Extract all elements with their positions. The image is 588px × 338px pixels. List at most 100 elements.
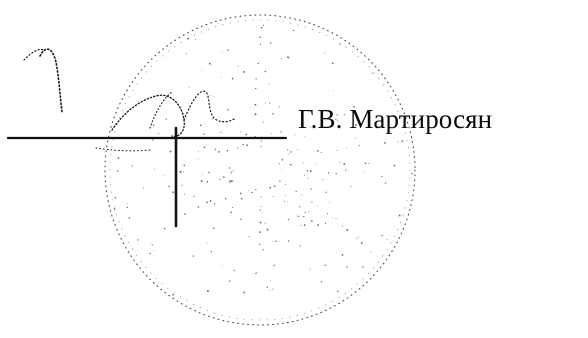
seal-speckle	[307, 177, 309, 179]
seal-speckle	[240, 198, 243, 200]
seal-speckle	[232, 207, 234, 209]
seal-speckle	[280, 132, 282, 133]
seal-speckle	[214, 148, 217, 150]
seal-speckle	[208, 171, 210, 174]
seal-speckle	[201, 70, 203, 71]
seal-speckle	[226, 149, 229, 152]
seal-speckle	[284, 184, 286, 185]
seal-speckle	[268, 83, 270, 85]
seal-speckle	[260, 205, 262, 208]
seal-speckle	[324, 222, 327, 225]
seal-speckle	[208, 62, 211, 65]
handwritten-signature-icon	[6, 48, 288, 228]
seal-speckle	[269, 42, 272, 44]
seal-speckle	[221, 265, 223, 267]
seal-speckle	[335, 218, 337, 219]
seal-speckle	[209, 94, 211, 96]
seal-speckle	[210, 251, 212, 253]
seal-speckle	[260, 140, 262, 142]
seal-speckle	[255, 273, 257, 274]
seal-speckle	[206, 242, 208, 244]
seal-speckle	[227, 109, 229, 111]
seal-speckle	[321, 113, 323, 115]
seal-speckle	[355, 124, 357, 126]
seal-speckle	[383, 141, 386, 144]
seal-speckle	[309, 268, 311, 270]
seal-speckle	[261, 211, 263, 213]
seal-speckle	[341, 225, 343, 227]
seal-speckle	[188, 87, 190, 89]
seal-speckle	[213, 96, 215, 98]
seal-speckle	[206, 201, 208, 204]
seal-speckle	[230, 211, 232, 214]
seal-speckle	[183, 164, 186, 167]
seal-speckle	[295, 190, 297, 193]
seal-speckle	[202, 174, 203, 175]
seal-speckle	[246, 144, 248, 146]
seal-speckle	[227, 49, 229, 51]
seal-speckle	[116, 170, 119, 172]
seal-speckle	[381, 235, 383, 237]
seal-speckle	[255, 87, 257, 90]
seal-speckle	[220, 131, 222, 133]
seal-speckle	[269, 102, 271, 104]
seal-speckle	[260, 26, 263, 29]
seal-speckle	[113, 208, 116, 210]
seal-speckle	[303, 215, 305, 218]
seal-speckle	[325, 191, 327, 193]
seal-speckle	[203, 146, 206, 149]
seal-speckle	[331, 62, 334, 65]
seal-speckle	[311, 201, 313, 203]
seal-speckle	[346, 266, 348, 268]
seal-speckle	[281, 158, 284, 161]
seal-speckle	[368, 163, 370, 164]
seal-speckle	[262, 24, 265, 26]
seal-speckle	[335, 118, 337, 120]
seal-speckle	[262, 249, 264, 251]
seal-speckle	[172, 293, 175, 296]
seal-speckle	[288, 57, 290, 59]
seal-speckle	[287, 149, 289, 151]
seal-speckle	[154, 168, 156, 170]
seal-speckle	[303, 174, 305, 176]
seal-speckle	[232, 170, 234, 172]
seal-speckle	[149, 252, 151, 255]
round-seal-icon	[104, 14, 416, 326]
signatory-name: Г.В. Мартиросян	[298, 104, 493, 134]
seal-speckle	[209, 200, 212, 202]
seal-speckle	[206, 290, 209, 293]
seal-speckle	[380, 126, 382, 128]
seal-speckle	[183, 193, 186, 195]
seal-speckle	[255, 78, 257, 80]
seal-speckle	[324, 52, 326, 54]
seal-speckle	[259, 209, 261, 211]
seal-speckle	[397, 141, 399, 143]
seal-speckle	[230, 171, 232, 173]
seal-speckle	[356, 238, 358, 240]
seal-speckle	[242, 143, 244, 146]
seal-speckle	[279, 180, 281, 182]
seal-speckle	[398, 214, 401, 217]
seal-speckle	[222, 176, 225, 178]
seal-speckle	[316, 205, 318, 207]
seal-speckle	[275, 240, 277, 243]
seal-speckle	[254, 113, 257, 116]
seal-speckle	[231, 77, 234, 80]
seal-speckle	[260, 146, 262, 148]
seal-speckle	[381, 175, 383, 178]
seal-speckle	[224, 198, 227, 200]
seal-speckle	[269, 279, 271, 281]
seal-speckle	[229, 280, 231, 282]
seal-speckle	[287, 219, 290, 221]
seal-speckle	[204, 123, 206, 125]
seal-speckle	[254, 135, 256, 138]
seal-speckle	[297, 215, 299, 218]
seal-speckle	[126, 203, 128, 205]
seal-speckle	[117, 157, 120, 159]
seal-speckle	[269, 186, 271, 189]
seal-speckle	[214, 203, 216, 205]
seal-speckle	[353, 106, 355, 108]
seal-speckle	[254, 103, 257, 106]
seal-speckle	[320, 281, 323, 283]
seal-speckle	[114, 197, 117, 199]
